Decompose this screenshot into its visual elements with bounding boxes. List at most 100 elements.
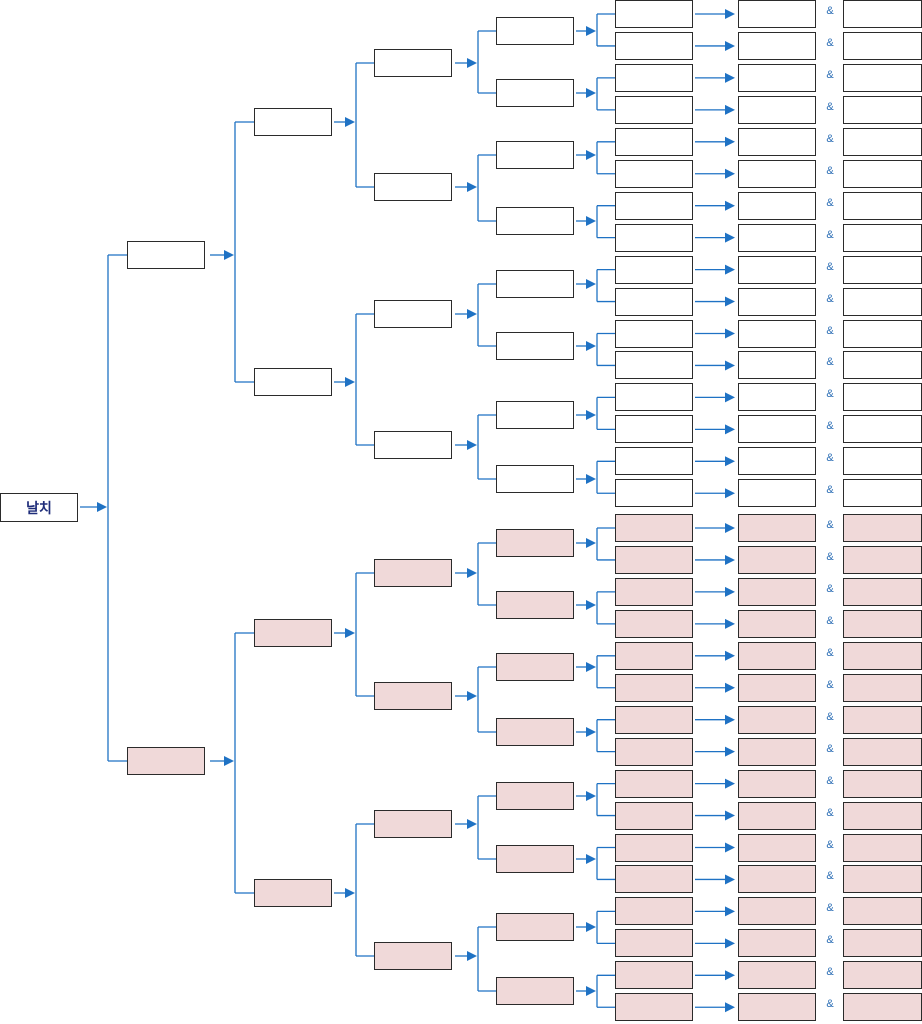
pair-left-node[interactable]	[738, 95, 816, 124]
level4-node[interactable]	[496, 591, 574, 619]
leaf-node[interactable]	[615, 961, 693, 990]
pair-right-node[interactable]	[843, 31, 922, 60]
pair-right-node[interactable]	[843, 865, 922, 894]
pair-left-node[interactable]	[738, 287, 816, 316]
pair-right-node[interactable]	[843, 545, 922, 574]
pair-right-node[interactable]	[843, 159, 922, 188]
level4-node[interactable]	[496, 17, 574, 45]
level3-node[interactable]	[374, 173, 452, 201]
pair-right-node[interactable]	[843, 447, 922, 476]
level4-node[interactable]	[496, 845, 574, 873]
pair-left-node[interactable]	[738, 255, 816, 284]
pair-right-node[interactable]	[843, 801, 922, 830]
pair-right-node[interactable]	[843, 641, 922, 670]
pair-right-node[interactable]	[843, 705, 922, 734]
level4-node[interactable]	[496, 141, 574, 169]
pair-right-node[interactable]	[843, 0, 922, 28]
pair-right-node[interactable]	[843, 737, 922, 766]
leaf-node[interactable]	[615, 383, 693, 412]
leaf-node[interactable]	[615, 447, 693, 476]
pair-right-node[interactable]	[843, 95, 922, 124]
leaf-node[interactable]	[615, 545, 693, 574]
level3-node[interactable]	[374, 49, 452, 77]
pair-right-node[interactable]	[843, 479, 922, 508]
leaf-node[interactable]	[615, 287, 693, 316]
level4-node[interactable]	[496, 207, 574, 235]
level4-node[interactable]	[496, 332, 574, 360]
level4-node[interactable]	[496, 653, 574, 681]
pair-right-node[interactable]	[843, 769, 922, 798]
leaf-node[interactable]	[615, 705, 693, 734]
pair-right-node[interactable]	[843, 383, 922, 412]
pair-right-node[interactable]	[843, 319, 922, 348]
pair-left-node[interactable]	[738, 929, 816, 958]
pair-left-node[interactable]	[738, 737, 816, 766]
leaf-node[interactable]	[615, 897, 693, 926]
leaf-node[interactable]	[615, 31, 693, 60]
pair-left-node[interactable]	[738, 833, 816, 862]
level1-node[interactable]	[127, 241, 205, 269]
pair-left-node[interactable]	[738, 0, 816, 28]
pair-right-node[interactable]	[843, 577, 922, 606]
leaf-node[interactable]	[615, 95, 693, 124]
pair-right-node[interactable]	[843, 929, 922, 958]
pair-left-node[interactable]	[738, 801, 816, 830]
pair-left-node[interactable]	[738, 223, 816, 252]
leaf-node[interactable]	[615, 865, 693, 894]
pair-right-node[interactable]	[843, 833, 922, 862]
leaf-node[interactable]	[615, 127, 693, 156]
level3-node[interactable]	[374, 942, 452, 970]
leaf-node[interactable]	[615, 577, 693, 606]
pair-right-node[interactable]	[843, 255, 922, 284]
pair-left-node[interactable]	[738, 545, 816, 574]
leaf-node[interactable]	[615, 191, 693, 220]
level4-node[interactable]	[496, 977, 574, 1005]
pair-left-node[interactable]	[738, 415, 816, 444]
level4-node[interactable]	[496, 718, 574, 746]
level4-node[interactable]	[496, 79, 574, 107]
level2-node[interactable]	[254, 619, 332, 647]
level3-node[interactable]	[374, 682, 452, 710]
pair-right-node[interactable]	[843, 961, 922, 990]
leaf-node[interactable]	[615, 255, 693, 284]
leaf-node[interactable]	[615, 737, 693, 766]
pair-right-node[interactable]	[843, 673, 922, 702]
pair-right-node[interactable]	[843, 287, 922, 316]
pair-left-node[interactable]	[738, 641, 816, 670]
pair-right-node[interactable]	[843, 191, 922, 220]
pair-left-node[interactable]	[738, 961, 816, 990]
pair-right-node[interactable]	[843, 351, 922, 380]
pair-left-node[interactable]	[738, 383, 816, 412]
pair-left-node[interactable]	[738, 159, 816, 188]
pair-left-node[interactable]	[738, 577, 816, 606]
level4-node[interactable]	[496, 782, 574, 810]
leaf-node[interactable]	[615, 479, 693, 508]
level4-node[interactable]	[496, 465, 574, 493]
level1-node[interactable]	[127, 747, 205, 775]
leaf-node[interactable]	[615, 801, 693, 830]
level3-node[interactable]	[374, 300, 452, 328]
level3-node[interactable]	[374, 559, 452, 587]
pair-left-node[interactable]	[738, 191, 816, 220]
level2-node[interactable]	[254, 108, 332, 136]
pair-left-node[interactable]	[738, 479, 816, 508]
pair-left-node[interactable]	[738, 609, 816, 638]
leaf-node[interactable]	[615, 63, 693, 92]
level4-node[interactable]	[496, 270, 574, 298]
pair-right-node[interactable]	[843, 897, 922, 926]
pair-left-node[interactable]	[738, 31, 816, 60]
leaf-node[interactable]	[615, 673, 693, 702]
pair-left-node[interactable]	[738, 514, 816, 542]
level2-node[interactable]	[254, 368, 332, 396]
leaf-node[interactable]	[615, 223, 693, 252]
leaf-node[interactable]	[615, 319, 693, 348]
level4-node[interactable]	[496, 401, 574, 429]
level4-node[interactable]	[496, 913, 574, 941]
pair-left-node[interactable]	[738, 673, 816, 702]
leaf-node[interactable]	[615, 514, 693, 542]
pair-left-node[interactable]	[738, 897, 816, 926]
pair-right-node[interactable]	[843, 993, 922, 1022]
pair-left-node[interactable]	[738, 351, 816, 380]
leaf-node[interactable]	[615, 929, 693, 958]
leaf-node[interactable]	[615, 833, 693, 862]
